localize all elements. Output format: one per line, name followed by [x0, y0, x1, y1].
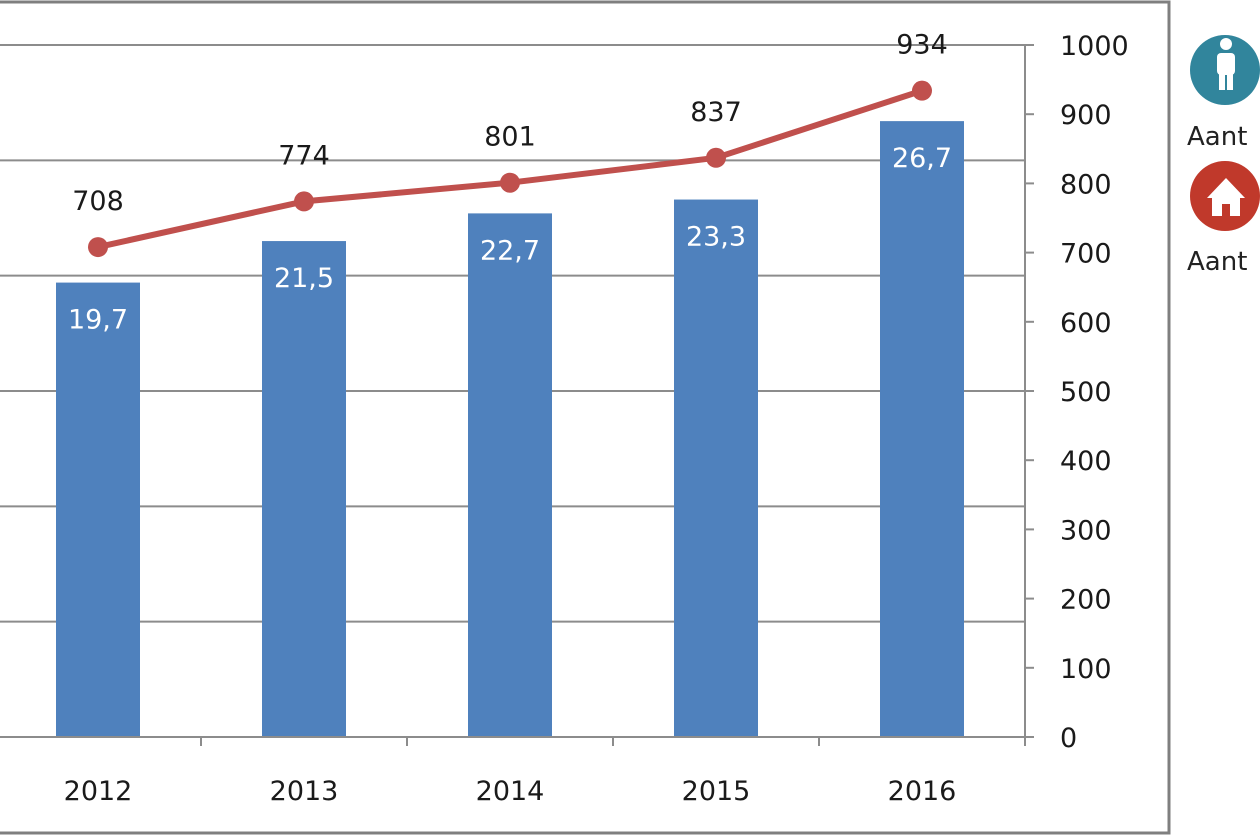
person-icon [1190, 35, 1260, 105]
y-axis-right-tick-labels: 0 100 200 300 400 500 600 700 800 900 1000 [1060, 31, 1129, 754]
bar-series [56, 121, 964, 738]
axes [0, 44, 1034, 746]
line-data-label: 934 [896, 30, 948, 61]
y-tick-label: 0 [1060, 723, 1077, 754]
x-axis-tick-labels: 2012 2013 2014 2015 2016 [64, 776, 957, 807]
bar-data-label: 19,7 [68, 305, 128, 336]
bar-data-label: 22,7 [480, 235, 540, 266]
y-tick-label: 400 [1060, 446, 1112, 477]
line-point [706, 147, 726, 168]
line-point [88, 237, 108, 258]
legend-label-2: Aant [1187, 247, 1247, 277]
line-series [88, 80, 932, 258]
x-tick-label: 2015 [682, 776, 751, 807]
line-data-label: 801 [484, 122, 536, 153]
line-point [500, 172, 520, 193]
line-data-labels: 708 774 801 837 934 [72, 30, 948, 217]
bar [262, 241, 346, 738]
y-tick-label: 700 [1060, 239, 1112, 270]
y-tick-label: 1000 [1060, 31, 1129, 62]
x-tick-label: 2014 [476, 776, 545, 807]
bar [674, 199, 758, 738]
legend-item-house: Aant [1187, 161, 1260, 277]
bar [56, 282, 140, 737]
legend: Aant Aant [1187, 35, 1260, 277]
line-point [912, 80, 932, 101]
bar-data-label: 26,7 [892, 143, 952, 174]
y-tick-label: 500 [1060, 377, 1112, 408]
chart-area-border [0, 0, 1171, 835]
y-tick-label: 200 [1060, 585, 1112, 616]
bar-data-labels: 19,7 21,5 22,7 23,3 26,7 [68, 143, 952, 335]
line-point [294, 191, 314, 212]
house-icon [1190, 161, 1260, 231]
line-data-label: 774 [278, 140, 330, 171]
line-data-label: 708 [72, 186, 124, 217]
bar-data-label: 23,3 [686, 222, 746, 253]
y-tick-label: 600 [1060, 308, 1112, 339]
line-data-label: 837 [690, 97, 742, 128]
bar [468, 213, 552, 738]
y-tick-label: 900 [1060, 100, 1112, 131]
x-tick-label: 2016 [888, 776, 957, 807]
y-tick-label: 100 [1060, 654, 1112, 685]
bar [880, 121, 964, 738]
y-tick-label: 800 [1060, 169, 1112, 200]
x-tick-label: 2013 [270, 776, 339, 807]
legend-label-1: Aant [1187, 122, 1247, 152]
legend-item-person: Aant [1187, 35, 1260, 152]
y-tick-label: 300 [1060, 515, 1112, 546]
x-tick-label: 2012 [64, 776, 133, 807]
bar-data-label: 21,5 [274, 263, 334, 294]
